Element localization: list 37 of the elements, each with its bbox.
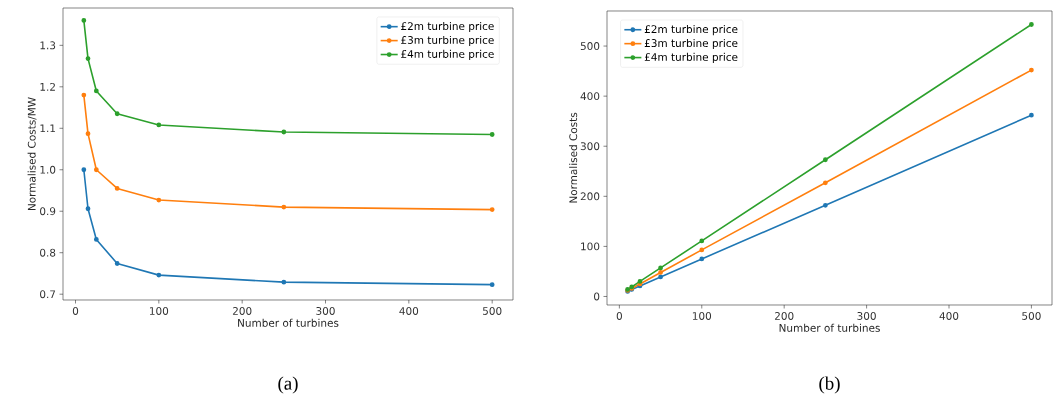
y-tick-label: 0.7 <box>40 290 56 299</box>
y-tick-label: 0.8 <box>40 248 56 257</box>
x-tick-label: 500 <box>483 307 502 315</box>
legend-label: £2m turbine price <box>401 21 494 33</box>
y-tick-label: 400 <box>580 92 600 101</box>
x-tick-label: 300 <box>316 307 335 315</box>
x-tick-label: 100 <box>149 307 169 315</box>
x-tick-label: 300 <box>857 312 876 320</box>
y-tick-label: 300 <box>580 142 600 151</box>
legend-label: £3m turbine price <box>644 38 738 50</box>
legend-label: £2m turbine price <box>644 25 738 36</box>
x-tick-label: 0 <box>616 312 622 320</box>
x-tick-label: 200 <box>774 312 794 320</box>
legend-label: £4m turbine price <box>401 49 494 60</box>
text: (b) <box>819 376 840 394</box>
x-tick-label: 200 <box>232 307 252 315</box>
y-tick-label: 0.9 <box>40 207 56 216</box>
y-tick-label: 0 <box>594 292 600 301</box>
y-axis-title: Normalised Costs/MW <box>27 97 37 211</box>
y-tick-label: 1.3 <box>40 41 56 50</box>
y-tick-label: 100 <box>581 242 600 251</box>
x-tick-label: 400 <box>399 307 419 315</box>
x-tick-label: 400 <box>939 312 959 320</box>
x-tick-label: 0 <box>72 307 79 315</box>
y-tick-label: 200 <box>580 192 600 201</box>
x-axis-title: Number of turbines <box>779 323 880 332</box>
x-tick-label: 100 <box>692 312 712 320</box>
y-tick-label: 500 <box>580 42 600 50</box>
y-tick-label: 1.2 <box>40 82 55 91</box>
y-axis-title: Normalised Costs <box>569 112 578 203</box>
x-axis-title: Number of turbines <box>238 318 339 327</box>
y-tick-label: 1.1 <box>40 124 56 133</box>
y-tick-label: 1.0 <box>40 165 56 174</box>
x-tick-label: 500 <box>1022 312 1041 320</box>
text: (a) <box>278 376 298 394</box>
legend-label: £3m turbine price <box>401 35 494 46</box>
legend-label: £4m turbine price <box>644 52 738 63</box>
